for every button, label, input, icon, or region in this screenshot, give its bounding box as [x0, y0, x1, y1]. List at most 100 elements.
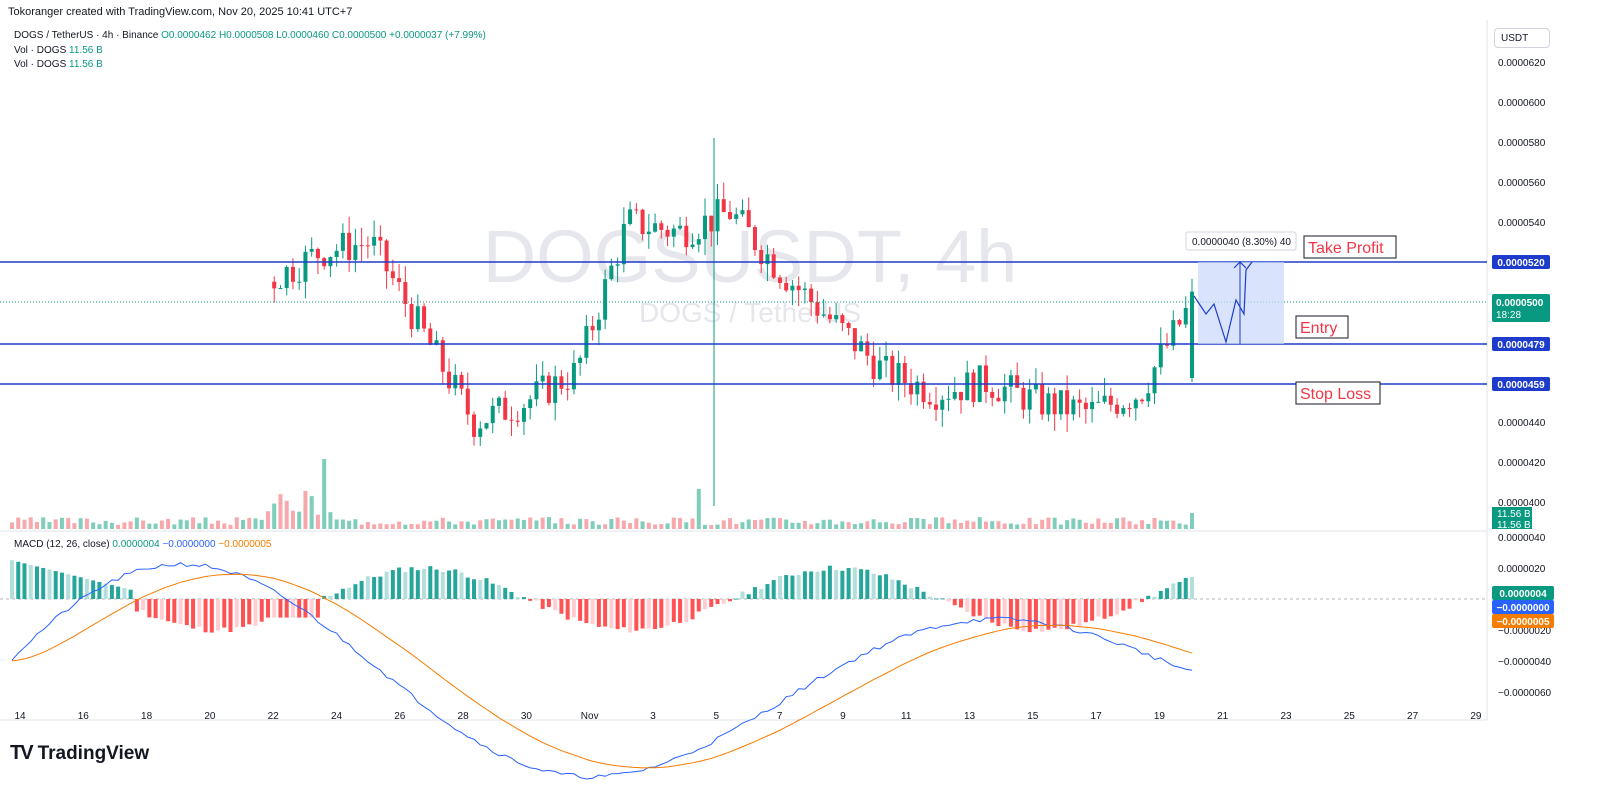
macd-histogram-bar: [946, 599, 951, 602]
macd-histogram-bar: [834, 570, 839, 599]
brand-name: TradingView: [37, 742, 150, 764]
candle-body: [1183, 308, 1188, 325]
volume-bar: [334, 519, 339, 529]
macd-v2: −0.0000000: [162, 539, 216, 550]
macd-histogram-bar: [846, 567, 851, 599]
volume-bar: [634, 518, 639, 529]
volume-bar: [28, 517, 33, 529]
macd-histogram-bar: [734, 598, 739, 600]
price-tick-label: 0.0000440: [1498, 418, 1546, 429]
macd-histogram-bar: [746, 594, 751, 599]
candle-body: [859, 341, 864, 352]
macd-histogram-bar: [1165, 588, 1170, 599]
macd-histogram-bar: [422, 568, 427, 599]
macd-histogram-bar: [241, 599, 246, 627]
macd-histogram-bar: [1183, 577, 1188, 599]
volume-bar: [340, 519, 345, 529]
volume-tag-label-2: 11.56 B: [1497, 520, 1531, 531]
candle-body: [759, 250, 764, 265]
macd-label: MACD (12, 26, close): [14, 539, 110, 550]
volume-bar: [434, 520, 439, 529]
macd-histogram-bar: [902, 584, 907, 599]
candle-body: [1158, 344, 1163, 368]
volume-bar: [415, 524, 420, 529]
macd-histogram-bar: [134, 599, 139, 612]
candle-body: [422, 306, 427, 329]
candle-body: [827, 314, 832, 320]
candle-body: [303, 251, 308, 282]
macd-histogram-bar: [809, 571, 814, 599]
candle-body: [1146, 393, 1151, 402]
macd-histogram-bar: [1046, 599, 1051, 630]
volume-bar: [322, 459, 327, 529]
macd-histogram-bar: [684, 599, 689, 623]
macd-histogram-bar: [771, 580, 776, 599]
macd-histogram-bar: [877, 575, 882, 599]
macd-histogram-bar: [703, 599, 708, 610]
price-tick-label: 0.0000580: [1498, 138, 1546, 149]
time-tick-label: 13: [964, 711, 976, 722]
volume-bar: [671, 517, 676, 529]
vol-label: Vol · DOGS: [14, 45, 67, 56]
candle-body: [1077, 399, 1082, 403]
macd-histogram-bar: [297, 599, 302, 618]
level-price-label: 0.0000479: [1497, 340, 1545, 351]
macd-histogram-bar: [353, 584, 358, 599]
time-tick-label: 16: [78, 711, 90, 722]
macd-histogram-bar: [740, 591, 745, 599]
macd-histogram-bar: [1102, 599, 1107, 619]
volume-bar: [1146, 524, 1151, 529]
volume-bar: [97, 524, 102, 529]
annotation-entry: Entry: [1300, 320, 1337, 337]
currency-button[interactable]: USDT: [1494, 28, 1550, 48]
candle-body: [440, 340, 445, 372]
macd-histogram-bar: [284, 599, 289, 618]
candle-body: [1040, 384, 1045, 415]
macd-histogram-bar: [628, 599, 633, 633]
macd-histogram-bar: [559, 599, 564, 614]
macd-histogram-bar: [1040, 599, 1045, 632]
candle-body: [1015, 375, 1020, 388]
time-tick-label: 15: [1027, 711, 1039, 722]
level-price-label: 0.0000520: [1497, 258, 1545, 269]
volume-bar: [128, 521, 133, 529]
volume-bar: [1058, 524, 1063, 529]
macd-histogram-bar: [721, 599, 726, 604]
time-tick-label: 11: [901, 711, 912, 722]
volume-bar: [859, 523, 864, 529]
macd-histogram-bar: [397, 567, 402, 599]
volume-bar: [378, 523, 383, 529]
candle-body: [521, 408, 526, 422]
candle-body: [1121, 408, 1126, 414]
volume-bar: [197, 523, 202, 529]
candle-body: [621, 223, 626, 265]
candle-body: [784, 282, 789, 291]
candle-body: [415, 306, 420, 330]
macd-histogram-bar: [971, 599, 976, 617]
volume-bar: [153, 523, 158, 529]
volume-bar: [709, 524, 714, 529]
volume-bar: [10, 522, 14, 529]
candle-body: [315, 248, 320, 259]
volume-bar: [603, 524, 608, 529]
volume-bar: [521, 519, 526, 529]
macd-histogram-bar: [871, 573, 876, 599]
volume-bar: [1040, 519, 1045, 529]
macd-histogram-bar: [640, 599, 645, 629]
price-tick-label: 0.0000400: [1498, 498, 1546, 509]
volume-bar: [546, 517, 551, 529]
macd-histogram-bar: [166, 599, 171, 622]
volume-bar: [1027, 517, 1032, 529]
volume-bar: [222, 523, 227, 529]
macd-histogram-bar: [634, 599, 639, 631]
volume-bar: [1121, 517, 1126, 529]
volume-bar: [921, 518, 926, 529]
volume-bar: [628, 523, 633, 529]
volume-bar: [590, 521, 595, 529]
time-tick-label: 24: [331, 711, 343, 722]
level-price-label: 0.0000459: [1497, 380, 1545, 391]
level-price-tag: [1492, 255, 1550, 269]
volume-bar: [1190, 513, 1194, 529]
time-tick-label: 25: [1344, 711, 1356, 722]
